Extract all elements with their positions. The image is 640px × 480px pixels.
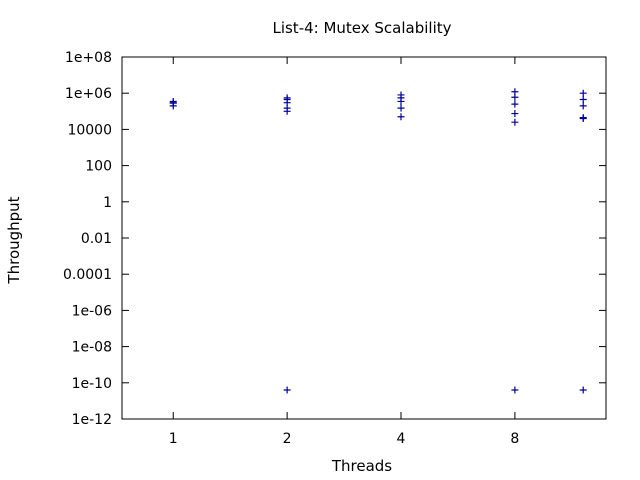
data-point [511, 93, 519, 101]
x-tick-label: 2 [283, 431, 292, 447]
data-point [511, 386, 519, 394]
data-point [397, 104, 405, 112]
data-point [283, 386, 291, 394]
y-tick-label: 1e+08 [65, 50, 112, 66]
y-tick-label: 1e-12 [72, 412, 112, 428]
x-tick-label: 4 [397, 431, 406, 447]
data-point [579, 386, 587, 394]
plot-area [121, 56, 607, 420]
y-tick-label: 1e+06 [65, 86, 112, 102]
x-tick-label: 1 [169, 431, 178, 447]
data-point [397, 97, 405, 105]
x-axis-label: Threads [331, 457, 392, 475]
data-point [579, 115, 587, 123]
y-tick-label: 10000 [67, 122, 112, 138]
y-tick-label: 100 [85, 159, 112, 175]
x-axis: 1 2 4 8 [169, 57, 519, 447]
y-tick-label: 1e-10 [72, 376, 112, 392]
y-tick-label: 1e-06 [72, 303, 112, 319]
plot-frame [121, 56, 607, 420]
data-point [511, 118, 519, 126]
data-point [579, 89, 587, 97]
y-tick-label: 1 [103, 195, 112, 211]
y-tick-label: 1e-08 [72, 340, 112, 356]
data-point [579, 102, 587, 110]
data-points [169, 88, 587, 394]
y-axis: 1e+08 1e+06 10000 100 1 0.01 0.0001 1e-06 1e-08 1… [63, 50, 606, 428]
data-point [169, 102, 177, 110]
x-tick-label: 8 [510, 431, 519, 447]
y-axis-label: Throughput [5, 196, 23, 284]
data-point [511, 100, 519, 108]
data-point [511, 110, 519, 118]
data-point [283, 107, 291, 115]
y-tick-label: 0.0001 [63, 267, 112, 283]
chart-title: List-4: Mutex Scalability [272, 19, 451, 37]
y-tick-label: 0.01 [81, 231, 112, 247]
data-point [579, 95, 587, 103]
data-point [397, 113, 405, 121]
